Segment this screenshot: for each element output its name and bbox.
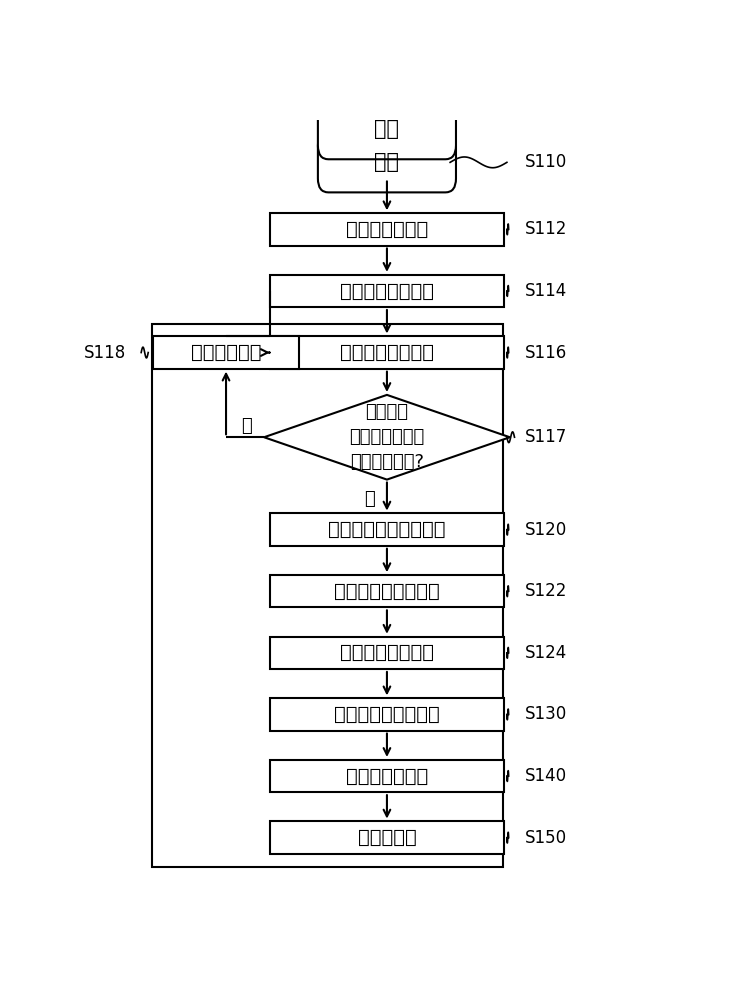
Text: 是否已在
方形晶片的两面
成膜光刻胶膜?: 是否已在 方形晶片的两面 成膜光刻胶膜? — [350, 403, 424, 471]
Text: 方形晶片蚀刻工序: 方形晶片蚀刻工序 — [340, 643, 434, 662]
Text: S130: S130 — [525, 705, 567, 723]
Text: 抗蚀剂膜图案形成工序: 抗蚀剂膜图案形成工序 — [328, 520, 445, 539]
FancyBboxPatch shape — [270, 513, 504, 546]
FancyBboxPatch shape — [270, 275, 504, 307]
FancyBboxPatch shape — [152, 324, 503, 867]
FancyBboxPatch shape — [153, 336, 299, 369]
Text: 金属膜成膜工序: 金属膜成膜工序 — [346, 220, 428, 239]
Text: S140: S140 — [525, 767, 566, 785]
Text: 方形晶片设置工序: 方形晶片设置工序 — [340, 281, 434, 300]
Text: 是: 是 — [364, 490, 374, 508]
Text: S117: S117 — [525, 428, 567, 446]
Polygon shape — [264, 395, 510, 480]
Text: 开始: 开始 — [374, 152, 399, 172]
Text: S122: S122 — [525, 582, 567, 600]
Text: 表背反转工序: 表背反转工序 — [191, 343, 261, 362]
Text: 光刻胶膜成膜工序: 光刻胶膜成膜工序 — [340, 343, 434, 362]
Text: S124: S124 — [525, 644, 567, 662]
FancyBboxPatch shape — [270, 637, 504, 669]
Text: S150: S150 — [525, 829, 566, 847]
FancyBboxPatch shape — [318, 132, 456, 192]
FancyBboxPatch shape — [270, 698, 504, 731]
Text: 金属膜图案形成工序: 金属膜图案形成工序 — [334, 582, 440, 601]
Text: 小片化工序: 小片化工序 — [358, 828, 416, 847]
Text: 电极等形成工序: 电极等形成工序 — [346, 767, 428, 786]
FancyBboxPatch shape — [270, 575, 504, 607]
Text: S116: S116 — [525, 344, 567, 362]
Text: S114: S114 — [525, 282, 567, 300]
Text: S120: S120 — [525, 521, 567, 539]
Text: 振动臂槽部形成工序: 振动臂槽部形成工序 — [334, 705, 440, 724]
FancyBboxPatch shape — [270, 213, 504, 246]
Text: 结束: 结束 — [374, 119, 399, 139]
FancyBboxPatch shape — [270, 821, 504, 854]
Text: S118: S118 — [85, 344, 127, 362]
Text: S110: S110 — [525, 153, 567, 171]
FancyBboxPatch shape — [270, 336, 504, 369]
FancyBboxPatch shape — [318, 99, 456, 159]
FancyBboxPatch shape — [270, 760, 504, 792]
Text: S112: S112 — [525, 220, 567, 238]
Text: 否: 否 — [241, 417, 252, 435]
